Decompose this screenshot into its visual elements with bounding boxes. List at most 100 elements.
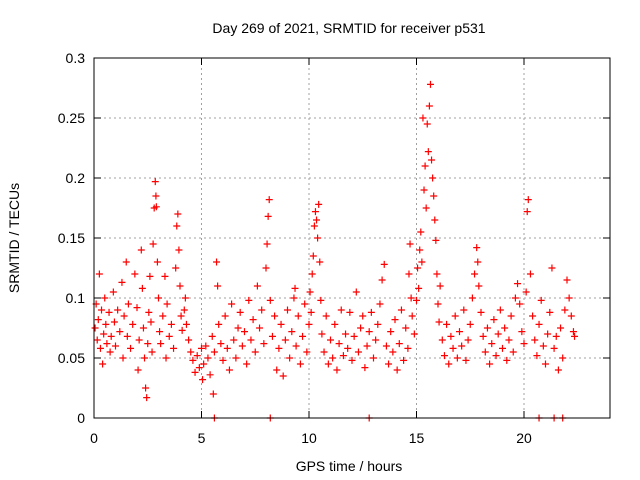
data-point: [107, 332, 115, 340]
data-point: [342, 330, 350, 338]
data-point: [112, 342, 119, 350]
data-point: [177, 312, 185, 320]
data-point: [331, 320, 339, 328]
data-point: [311, 208, 319, 216]
data-point: [348, 356, 356, 364]
data-point: [542, 360, 549, 368]
data-point: [279, 372, 287, 380]
data-point: [372, 336, 380, 344]
data-point: [219, 356, 227, 364]
data-point: [421, 162, 429, 170]
data-point: [337, 306, 345, 314]
data-point: [445, 360, 453, 368]
data-point: [153, 258, 161, 266]
data-point: [509, 348, 517, 356]
data-point: [151, 178, 159, 186]
data-point: [271, 312, 279, 320]
data-point: [103, 340, 111, 348]
data-point: [516, 300, 524, 308]
data-point: [561, 306, 569, 314]
data-point: [407, 294, 415, 302]
data-point: [550, 344, 558, 352]
data-point: [365, 328, 373, 336]
data-point: [402, 324, 410, 332]
data-point: [531, 336, 539, 344]
data-point: [537, 296, 545, 304]
data-point: [315, 200, 323, 208]
data-point: [94, 316, 102, 324]
data-point: [529, 312, 537, 320]
data-point: [245, 296, 253, 304]
data-point: [436, 282, 444, 290]
data-point: [105, 308, 113, 316]
data-point: [258, 306, 266, 314]
data-point: [438, 336, 446, 344]
data-point: [161, 272, 169, 280]
data-point: [182, 320, 190, 328]
data-point: [277, 320, 285, 328]
data-point: [567, 312, 575, 320]
data-point: [263, 240, 271, 248]
data-point: [213, 258, 221, 266]
data-point: [468, 294, 476, 302]
data-point: [209, 390, 217, 398]
data-point: [305, 320, 313, 328]
y-axis-label: SRMTID / TECUs: [6, 183, 22, 293]
data-point: [417, 228, 425, 236]
data-point: [329, 354, 337, 362]
data-point: [118, 278, 126, 286]
data-point: [507, 312, 515, 320]
data-point: [569, 328, 577, 336]
data-point: [428, 156, 436, 164]
data-point: [191, 368, 199, 376]
data-point: [378, 276, 386, 284]
data-point: [234, 324, 242, 332]
data-point: [339, 352, 347, 360]
data-point: [198, 344, 205, 352]
data-point: [460, 306, 468, 314]
data-point: [309, 252, 317, 260]
data-point: [563, 276, 571, 284]
data-point: [221, 312, 229, 320]
data-point: [172, 264, 180, 272]
data-point: [155, 294, 162, 302]
data-point: [204, 354, 212, 362]
data-point: [552, 332, 560, 340]
data-point: [387, 328, 395, 336]
data-point: [488, 340, 496, 348]
data-point: [119, 354, 127, 362]
data-point: [299, 332, 307, 340]
data-point: [110, 318, 118, 326]
data-point: [395, 340, 403, 348]
data-point: [167, 320, 175, 328]
y-tick-label: 0.05: [58, 350, 85, 366]
data-point: [499, 344, 506, 352]
data-point: [266, 296, 274, 304]
data-point: [165, 332, 173, 340]
data-point: [357, 324, 365, 332]
data-point: [306, 288, 314, 296]
data-point: [134, 366, 142, 374]
x-tick-label: 20: [516, 430, 532, 446]
x-tick-label: 0: [90, 430, 98, 446]
data-point: [225, 366, 233, 374]
data-point: [241, 328, 248, 336]
data-point: [181, 294, 189, 302]
data-point: [156, 328, 164, 336]
data-point: [193, 352, 201, 360]
data-point: [391, 316, 399, 324]
data-point: [435, 318, 443, 326]
data-point: [175, 246, 183, 254]
data-point: [492, 352, 500, 360]
data-point: [554, 366, 562, 374]
data-point: [415, 284, 423, 292]
data-point: [503, 356, 511, 364]
data-point: [137, 246, 145, 254]
data-point: [380, 260, 388, 268]
data-point: [458, 342, 466, 350]
data-point: [273, 366, 281, 374]
data-point: [414, 264, 422, 272]
data-point: [483, 324, 491, 332]
data-point: [426, 80, 434, 88]
